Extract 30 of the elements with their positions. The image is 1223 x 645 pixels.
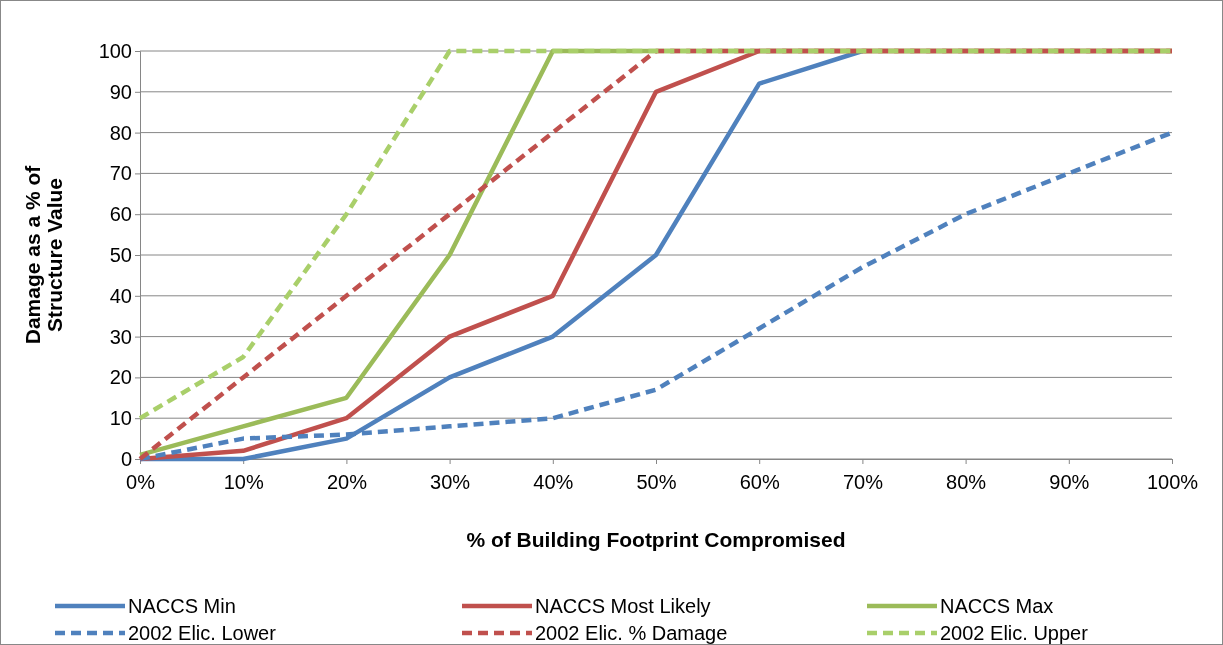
legend-label: 2002 Elic. Upper [940, 622, 1089, 644]
y-tick-label: 60 [109, 203, 132, 226]
x-tick-label: 10% [223, 471, 264, 493]
legend-label: NACCS Max [940, 595, 1054, 617]
legend-label: 2002 Elic. % Damage [535, 622, 728, 644]
legend-label: 2002 Elic. Lower [128, 622, 277, 644]
x-tick-label: 30% [430, 471, 471, 493]
y-axis-title: Damage as a % of Structure Value [21, 164, 67, 345]
y-tick-label: 100 [98, 39, 132, 62]
y-tick-label: 10 [109, 407, 132, 430]
y-tick-label: 80 [109, 121, 132, 144]
y-tick-label: 20 [109, 366, 132, 389]
x-tick-label: 70% [842, 471, 884, 493]
x-tick-label: 90% [1049, 471, 1090, 493]
legend-label: NACCS Min [128, 595, 236, 617]
y-tick-label: 0 [120, 447, 132, 470]
x-tick-label: 50% [636, 471, 677, 493]
x-tick-label: 40% [533, 471, 574, 493]
x-tick-label: 100% [1146, 471, 1199, 493]
y-tick-label: 90 [109, 80, 132, 103]
legend-label: NACCS Most Likely [535, 595, 711, 617]
x-tick-label: 80% [946, 471, 987, 493]
x-tick-label: 60% [739, 471, 780, 493]
y-tick-label: 30 [109, 325, 132, 348]
y-tick-label: 50 [109, 243, 132, 266]
x-tick-label: 20% [326, 471, 368, 493]
x-tick-label: 0% [126, 471, 156, 493]
x-axis-title: % of Building Footprint Compromised [466, 528, 846, 551]
y-tick-label: 40 [109, 284, 132, 307]
y-tick-label: 70 [109, 162, 132, 185]
